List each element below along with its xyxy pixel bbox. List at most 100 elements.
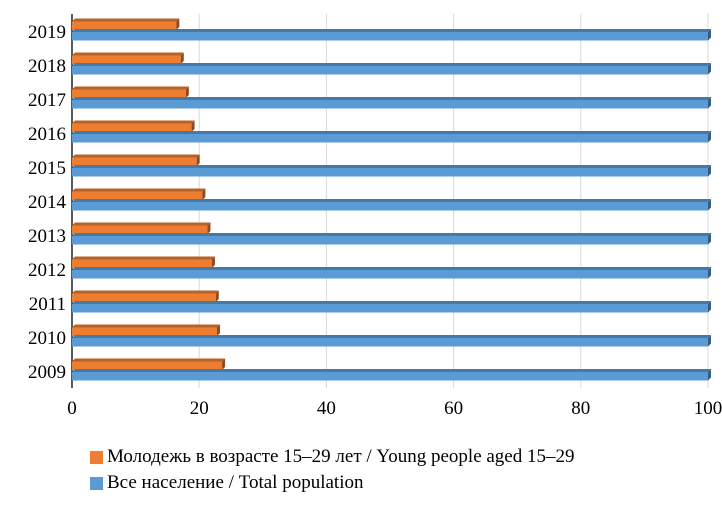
- x-tick-label-80: 80: [571, 398, 590, 419]
- bar-chart: 2009 2010 2011 2012 2013 2014 2015 2016 2017 2018…: [28, 14, 722, 419]
- bar-side-face: [708, 267, 711, 279]
- bar-top-face: [72, 29, 711, 32]
- bar-front-face: [72, 89, 186, 98]
- bar-top-face: [72, 369, 711, 372]
- bar-total-2012: [72, 267, 711, 279]
- bar-top-face: [72, 86, 189, 90]
- y-tick-label-2018: 2018: [28, 56, 66, 77]
- bar-side-face: [180, 52, 184, 64]
- bar-side-face: [207, 222, 211, 234]
- bar-top-face: [72, 324, 221, 328]
- bar-young-2012: [72, 256, 215, 268]
- bar-total-2013: [72, 233, 711, 245]
- bar-young-2015: [72, 154, 200, 166]
- x-tick-label-20: 20: [190, 398, 209, 419]
- bar-side-face: [708, 29, 711, 41]
- y-tick-label-2013: 2013: [28, 226, 66, 247]
- bar-front-face: [72, 123, 192, 132]
- x-tick-label-60: 60: [444, 398, 463, 419]
- bar-front-face: [72, 259, 212, 268]
- bar-front-face: [72, 21, 177, 30]
- bar-front-face: [72, 157, 197, 166]
- legend-label-total: Все население / Total population: [107, 472, 364, 493]
- bar-total-2018: [72, 63, 711, 75]
- bar-side-face: [202, 188, 206, 200]
- bar-top-face: [72, 222, 211, 226]
- bar-front-face: [72, 270, 708, 279]
- bar-front-face: [72, 236, 708, 245]
- bar-top-face: [72, 188, 206, 192]
- bar-young-2018: [72, 52, 184, 64]
- bar-top-face: [72, 154, 200, 158]
- bar-front-face: [72, 293, 216, 302]
- bar-side-face: [708, 369, 711, 381]
- bar-total-2015: [72, 165, 711, 177]
- x-tick-label-40: 40: [317, 398, 336, 419]
- bar-side-face: [708, 199, 711, 211]
- bar-top-face: [72, 18, 180, 22]
- bar-total-2014: [72, 199, 711, 211]
- bar-top-face: [72, 358, 226, 362]
- bar-side-face: [708, 301, 711, 313]
- legend-swatch-young: [90, 450, 103, 464]
- y-tick-label-2017: 2017: [28, 90, 66, 111]
- legend: Молодежь в возрасте 15–29 лет / Young pe…: [90, 444, 575, 496]
- legend-swatch-total: [90, 476, 103, 490]
- bar-front-face: [72, 134, 708, 143]
- bar-top-face: [72, 63, 711, 66]
- bar-side-face: [708, 165, 711, 177]
- bar-young-2019: [72, 18, 180, 30]
- bar-front-face: [72, 202, 708, 211]
- bar-front-face: [72, 55, 181, 64]
- bar-young-2010: [72, 324, 221, 336]
- bar-young-2017: [72, 86, 189, 98]
- bar-side-face: [191, 120, 195, 132]
- bar-side-face: [708, 97, 711, 109]
- y-tick-label-2011: 2011: [29, 294, 66, 315]
- bar-top-face: [72, 335, 711, 338]
- bar-top-face: [72, 120, 195, 124]
- bar-side-face: [185, 86, 189, 98]
- bar-front-face: [72, 225, 208, 234]
- bar-front-face: [72, 361, 223, 370]
- x-tick-label-0: 0: [67, 398, 77, 419]
- bar-front-face: [72, 32, 708, 41]
- y-tick-label-2010: 2010: [28, 328, 66, 349]
- bar-side-face: [708, 335, 711, 347]
- bar-front-face: [72, 338, 708, 347]
- bar-young-2016: [72, 120, 195, 132]
- y-tick-label-2016: 2016: [28, 124, 66, 145]
- y-tick-label-2014: 2014: [28, 192, 67, 213]
- bar-top-face: [72, 199, 711, 202]
- legend-item-young: Молодежь в возрасте 15–29 лет / Young pe…: [90, 444, 575, 470]
- y-tick-label-2015: 2015: [28, 158, 66, 179]
- bar-top-face: [72, 256, 215, 260]
- bar-young-2011: [72, 290, 219, 302]
- bar-front-face: [72, 327, 218, 336]
- bar-total-2010: [72, 335, 711, 347]
- y-tick-label-2009: 2009: [28, 362, 66, 383]
- bar-front-face: [72, 191, 203, 200]
- bar-total-2009: [72, 369, 711, 381]
- x-tick-label-100: 100: [694, 398, 722, 419]
- bar-side-face: [176, 18, 180, 30]
- bar-young-2014: [72, 188, 206, 200]
- bar-side-face: [708, 63, 711, 75]
- bar-young-2013: [72, 222, 211, 234]
- bar-front-face: [72, 372, 708, 381]
- bar-total-2011: [72, 301, 711, 313]
- bar-front-face: [72, 100, 708, 109]
- legend-label-young: Молодежь в возрасте 15–29 лет / Young pe…: [107, 446, 575, 467]
- bar-total-2016: [72, 131, 711, 143]
- bar-young-2009: [72, 358, 226, 370]
- bar-top-face: [72, 97, 711, 100]
- bar-side-face: [211, 256, 215, 268]
- bar-side-face: [215, 290, 219, 302]
- bar-front-face: [72, 66, 708, 75]
- bar-side-face: [708, 131, 711, 143]
- bar-top-face: [72, 290, 219, 294]
- bar-side-face: [196, 154, 200, 166]
- bar-top-face: [72, 301, 711, 304]
- chart-area: 2009 2010 2011 2012 2013 2014 2015 2016 2017 2018…: [28, 14, 722, 419]
- bar-top-face: [72, 233, 711, 236]
